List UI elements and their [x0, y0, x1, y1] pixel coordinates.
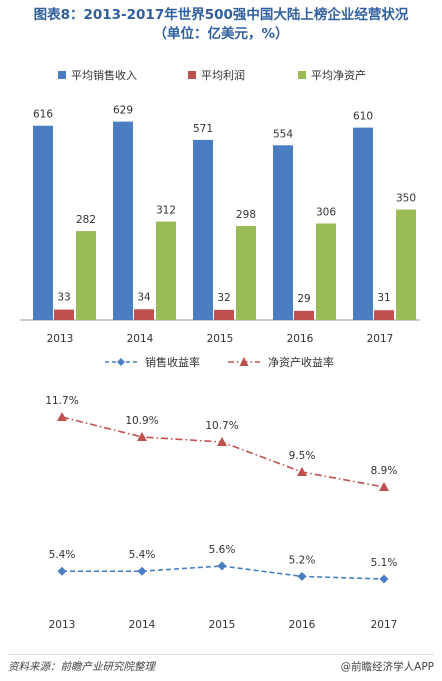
- data-label: 10.7%: [205, 420, 238, 432]
- bar-value-label: 554: [273, 128, 293, 140]
- legend-label: 平均销售收入: [71, 68, 137, 82]
- bar-value-label: 616: [33, 109, 53, 121]
- x-tick-label: 2014: [127, 333, 154, 345]
- title-line-2: （单位：亿美元，%）: [153, 26, 289, 42]
- legend-label: 平均净资产: [311, 68, 366, 82]
- data-label: 5.4%: [49, 549, 76, 561]
- data-point: [137, 566, 147, 576]
- bar-value-label: 610: [353, 111, 373, 123]
- bar: [193, 139, 213, 320]
- data-label: 10.9%: [125, 415, 158, 427]
- bar: [236, 226, 256, 320]
- x-tick-label: 2013: [49, 619, 76, 631]
- bar: [134, 309, 154, 320]
- x-tick-label: 2013: [47, 333, 74, 345]
- bar: [54, 309, 74, 320]
- x-tick-label: 2016: [287, 333, 314, 345]
- bar-value-label: 298: [236, 209, 256, 221]
- data-label: 5.4%: [129, 549, 156, 561]
- bar: [113, 121, 133, 320]
- x-tick-label: 2016: [289, 619, 316, 631]
- data-point: [297, 571, 307, 581]
- bar: [214, 309, 234, 320]
- data-point: [379, 482, 389, 491]
- data-point: [137, 432, 147, 441]
- legend-label: 净资产收益率: [268, 355, 334, 369]
- legend-marker: [117, 358, 125, 366]
- data-label: 9.5%: [289, 450, 316, 462]
- brand-credit: @前瞻经济学人APP: [340, 661, 434, 673]
- title-line-1: 图表8：2013-2017年世界500强中国大陆上榜企业经营状况: [33, 7, 409, 23]
- data-label: 11.7%: [45, 395, 78, 407]
- bar-value-label: 31: [377, 292, 390, 304]
- legend-swatch: [298, 71, 306, 79]
- bar-value-label: 306: [316, 206, 336, 218]
- bar-value-label: 629: [113, 105, 133, 117]
- bar: [33, 125, 53, 320]
- bar: [396, 209, 416, 320]
- data-label: 8.9%: [371, 465, 398, 477]
- data-point: [217, 437, 227, 446]
- bar-value-label: 32: [217, 292, 230, 304]
- legend-marker: [239, 357, 249, 366]
- data-label: 5.1%: [371, 557, 398, 569]
- bar-chart-legend: 平均销售收入 平均利润 平均净资产: [58, 68, 366, 82]
- bar: [76, 231, 96, 320]
- bar: [273, 145, 293, 320]
- bar-value-label: 282: [76, 214, 96, 226]
- bar: [374, 310, 394, 320]
- bar: [353, 127, 373, 320]
- chart-title: 图表8：2013-2017年世界500强中国大陆上榜企业经营状况 （单位：亿美元…: [0, 6, 442, 44]
- bar-value-label: 312: [156, 205, 176, 217]
- legend-swatch: [58, 71, 66, 79]
- bar-value-label: 33: [57, 292, 70, 304]
- data-point: [57, 566, 67, 576]
- line-chart-legend: 销售收益率 净资产收益率: [105, 355, 334, 369]
- legend-label: 销售收益率: [145, 355, 200, 369]
- data-point: [297, 467, 307, 476]
- bar-chart: 2013 616 33 282 2014 629 34 312 2015 571 32 298 2016…: [20, 105, 420, 345]
- line-chart: 5.4% 5.4% 5.6% 5.2% 5.1% 11.7% 10.9% 10.7% 9.5% 8…: [45, 395, 397, 631]
- bar: [156, 221, 176, 320]
- footer: 资料来源：前瞻产业研究院整理 @前瞻经济学人APP: [8, 654, 434, 675]
- bar: [316, 223, 336, 320]
- legend-swatch: [188, 71, 196, 79]
- data-point: [217, 561, 227, 571]
- data-label: 5.6%: [209, 544, 236, 556]
- bar-value-label: 34: [137, 291, 151, 303]
- legend-label: 平均利润: [201, 68, 245, 82]
- source-note: 资料来源：前瞻产业研究院整理: [8, 661, 155, 673]
- bar: [294, 310, 314, 320]
- data-point: [379, 574, 389, 584]
- data-label: 5.2%: [289, 554, 316, 566]
- x-tick-label: 2014: [129, 619, 156, 631]
- bar-value-label: 571: [193, 123, 213, 135]
- bar-value-label: 29: [297, 293, 310, 305]
- x-tick-label: 2015: [207, 333, 234, 345]
- x-tick-label: 2017: [371, 619, 398, 631]
- bar-value-label: 350: [396, 193, 416, 205]
- x-tick-label: 2015: [209, 619, 236, 631]
- data-point: [57, 412, 67, 421]
- x-tick-label: 2017: [367, 333, 394, 345]
